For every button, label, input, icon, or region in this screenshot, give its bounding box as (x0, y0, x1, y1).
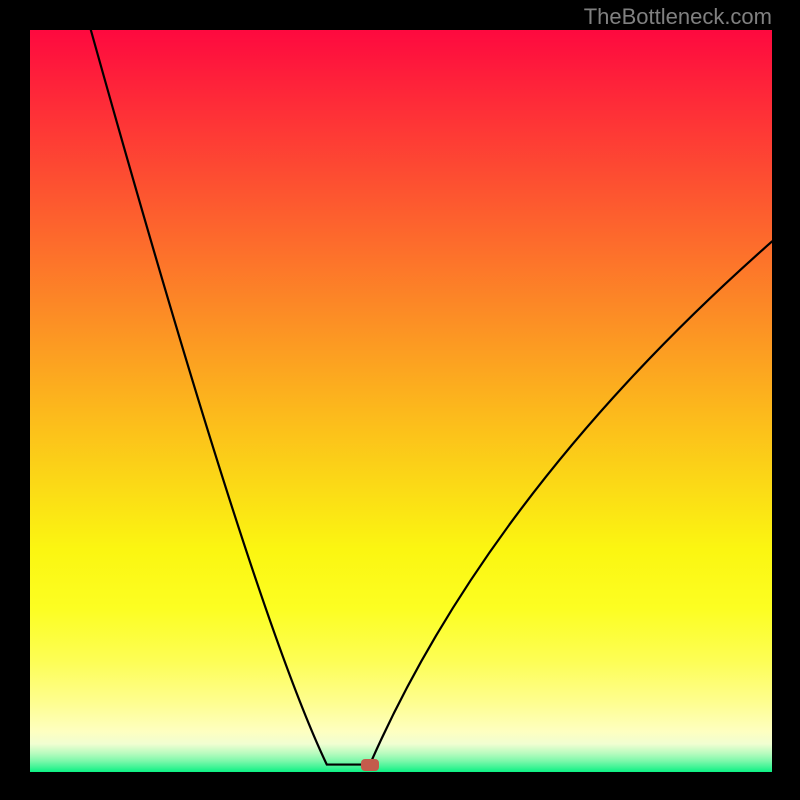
watermark-text: TheBottleneck.com (584, 4, 772, 30)
chart-root: TheBottleneck.com (0, 0, 800, 800)
plot-gradient-background (30, 30, 772, 772)
optimal-point-marker (361, 759, 379, 771)
